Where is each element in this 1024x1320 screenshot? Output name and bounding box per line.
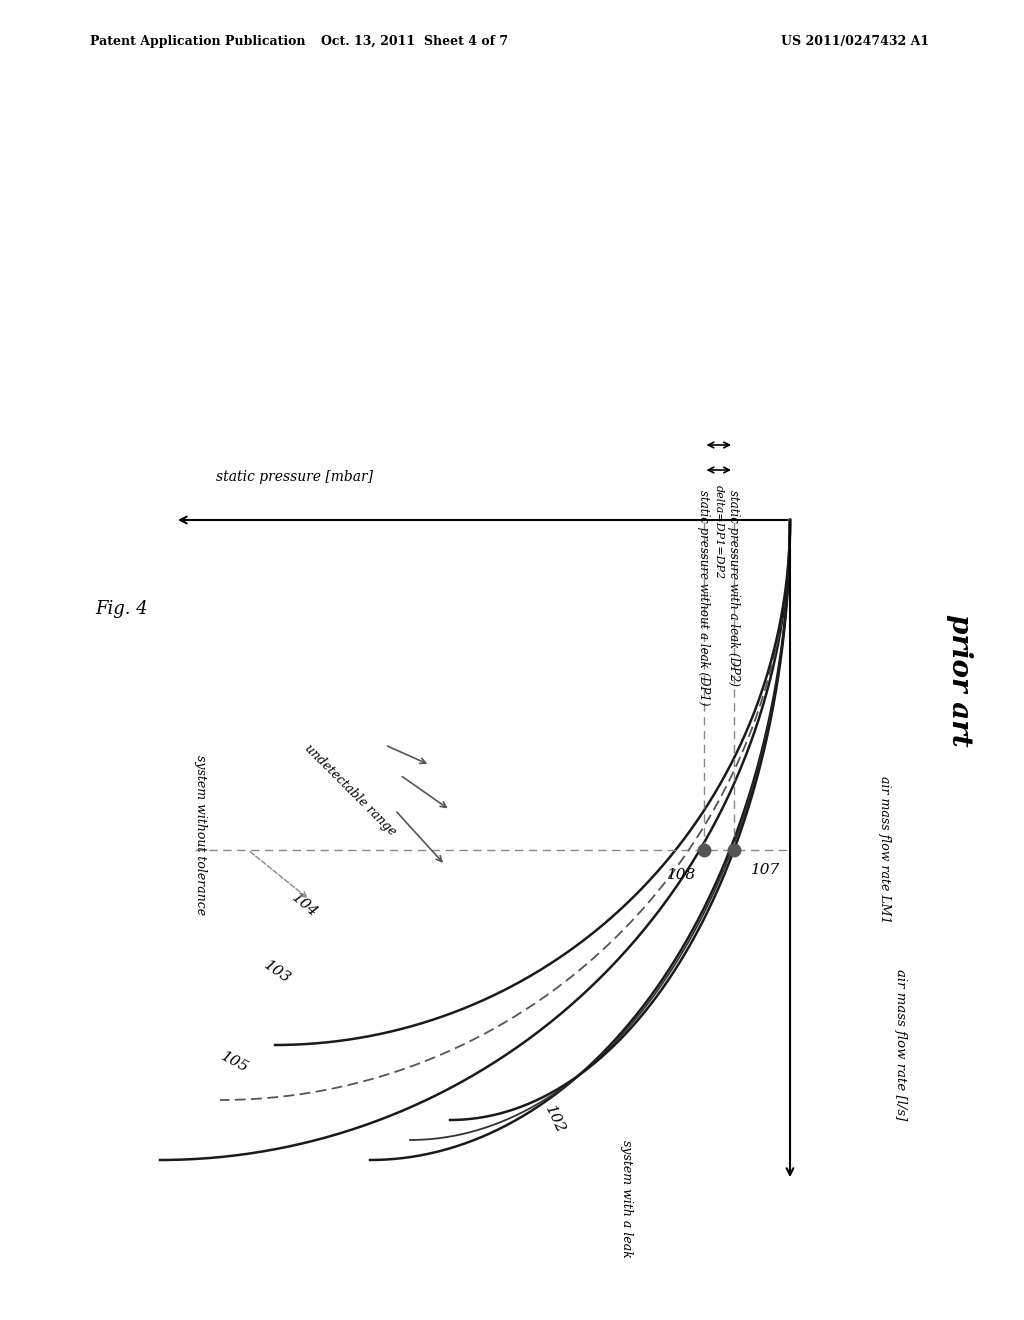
Text: air mass flow rate [l/s]: air mass flow rate [l/s]	[894, 969, 906, 1121]
Text: prior art: prior art	[946, 614, 974, 746]
Text: undetectable range: undetectable range	[302, 742, 398, 838]
Text: 105: 105	[219, 1049, 251, 1074]
Text: Fig. 4: Fig. 4	[95, 601, 147, 618]
Text: system without tolerance: system without tolerance	[194, 755, 207, 915]
Text: static pressure [mbar]: static pressure [mbar]	[216, 470, 374, 484]
Text: static pressure without a leak (DP1): static pressure without a leak (DP1)	[697, 490, 710, 705]
Text: Patent Application Publication: Patent Application Publication	[90, 36, 305, 48]
Text: 107: 107	[752, 863, 780, 876]
Text: 103: 103	[261, 958, 293, 986]
Text: 104: 104	[290, 890, 321, 920]
Text: 108: 108	[667, 869, 696, 882]
Text: static pressure with a leak (DP2): static pressure with a leak (DP2)	[727, 490, 740, 686]
Text: 102: 102	[543, 1104, 567, 1137]
Text: system with a leak: system with a leak	[620, 1140, 633, 1258]
Text: delta=DP1=DP2: delta=DP1=DP2	[714, 484, 724, 579]
Text: air mass flow rate LM1: air mass flow rate LM1	[879, 776, 892, 924]
Text: US 2011/0247432 A1: US 2011/0247432 A1	[781, 36, 929, 48]
Text: Oct. 13, 2011  Sheet 4 of 7: Oct. 13, 2011 Sheet 4 of 7	[322, 36, 509, 48]
